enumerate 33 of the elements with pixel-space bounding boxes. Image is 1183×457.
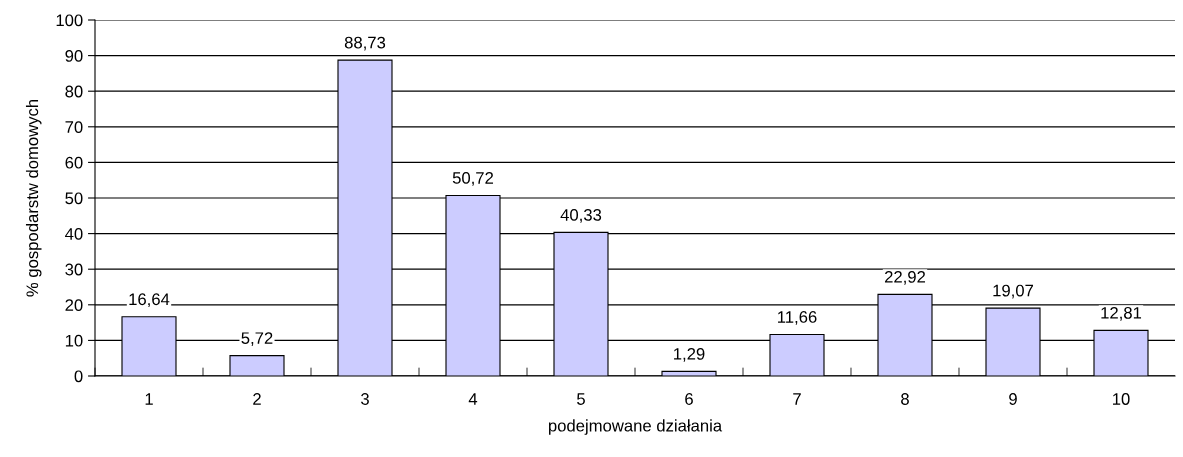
data-label: 11,66 <box>778 311 817 325</box>
y-axis-title: % gospodarstw domowych <box>25 99 42 297</box>
x-tick-label: 5 <box>577 393 585 405</box>
x-tick-label: 4 <box>468 393 478 405</box>
y-tick-label: 90 <box>65 50 83 62</box>
x-tick-label: 3 <box>361 393 369 405</box>
data-label: 40,33 <box>560 209 602 223</box>
y-tick-label: 20 <box>65 299 83 311</box>
x-axis-title: podejmowane działania <box>548 419 723 435</box>
y-tick-label: 0 <box>74 370 83 383</box>
data-label: 12,81 <box>1101 306 1142 321</box>
x-tick-label: 8 <box>901 393 909 405</box>
y-tick-label: 40 <box>65 228 83 240</box>
data-label: 16,64 <box>129 293 170 308</box>
data-label: 50,72 <box>452 172 494 186</box>
y-tick-label: 60 <box>65 156 83 169</box>
x-tick-label: 2 <box>253 393 261 405</box>
y-tick-label: 10 <box>65 334 83 347</box>
x-tick-label: 7 <box>793 393 801 405</box>
x-tick-label: 10 <box>1113 393 1130 405</box>
y-tick-label: 30 <box>65 263 83 276</box>
x-tick-label: 6 <box>685 393 693 405</box>
data-label: 5,72 <box>241 332 273 346</box>
y-tick-label: 50 <box>65 192 83 205</box>
data-label: 22,92 <box>884 270 926 285</box>
x-tick-label: 9 <box>1009 393 1017 405</box>
data-label: 1,29 <box>674 347 705 362</box>
y-tick-label: 80 <box>65 85 83 98</box>
y-tick-label: 100 <box>56 14 83 27</box>
data-label: 19,07 <box>993 284 1034 299</box>
y-tick-label: 70 <box>65 121 83 133</box>
x-tick-label: 1 <box>145 393 153 405</box>
data-label: 88,73 <box>344 36 386 51</box>
